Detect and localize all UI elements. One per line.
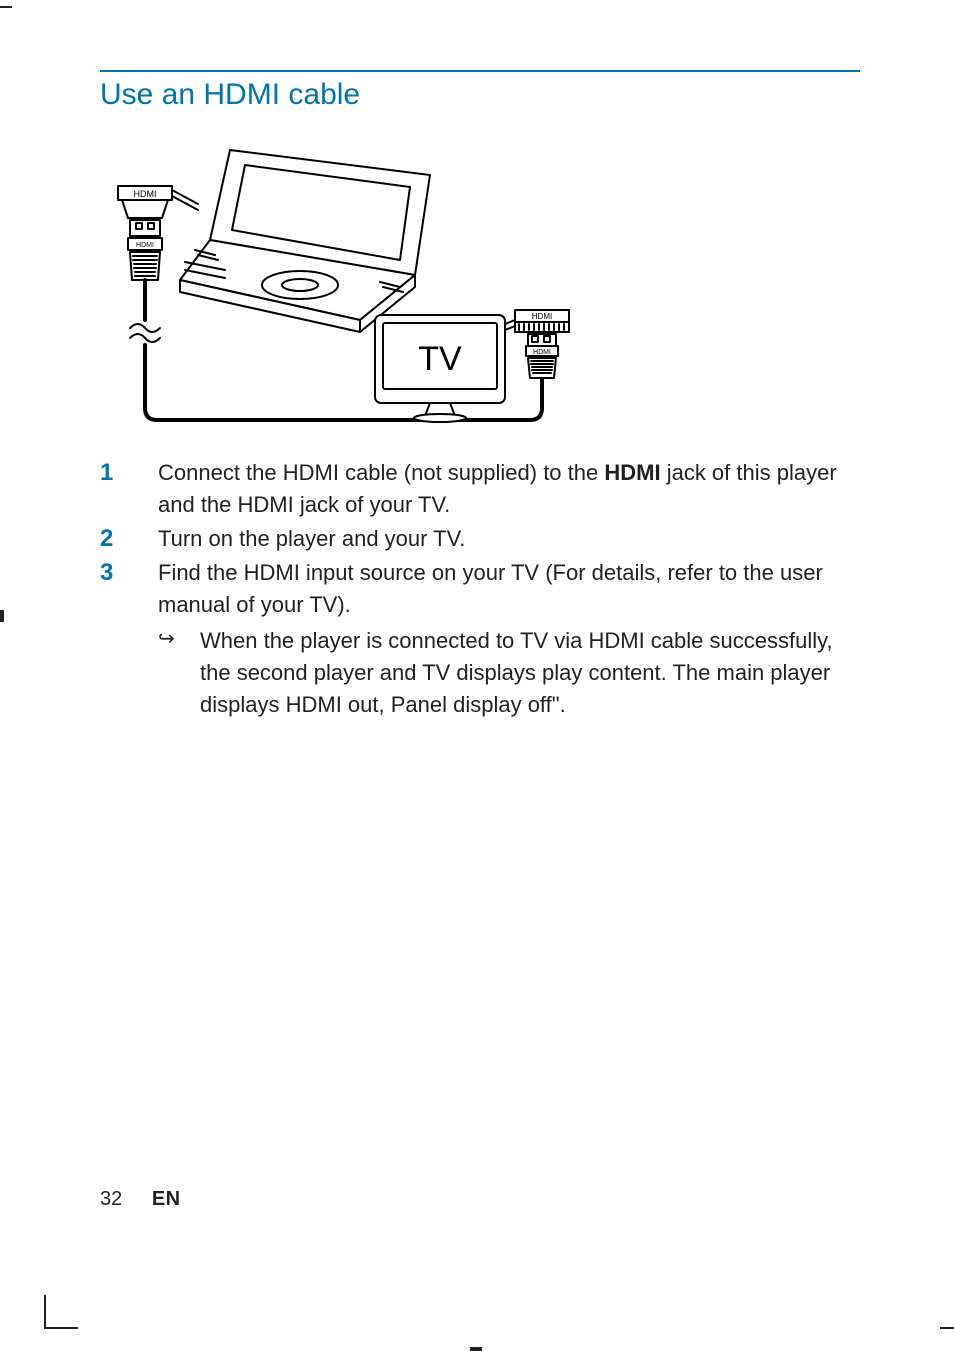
hdmi-connector-tv: HDMI HDMI <box>505 310 569 378</box>
step-text: Turn on the player and your TV. <box>158 523 860 555</box>
section-rule <box>100 70 860 72</box>
step-number: 1 <box>100 457 158 521</box>
crop-mark <box>0 610 4 622</box>
connection-diagram: HDMI HDMI <box>100 120 860 435</box>
cable-break-icon <box>130 324 160 342</box>
page-footer: 32 EN <box>100 1188 181 1211</box>
crop-mark <box>44 1327 78 1329</box>
step-text: Connect the HDMI cable (not supplied) to… <box>158 457 860 521</box>
hdmi-diagram-svg: HDMI HDMI <box>100 120 600 430</box>
instruction-step: 1Connect the HDMI cable (not supplied) t… <box>100 457 860 521</box>
bold-text: HDMI <box>604 460 660 485</box>
crop-mark <box>44 1295 46 1329</box>
step-body: Find the HDMI input source on your TV (F… <box>158 557 860 720</box>
section-heading: Use an HDMI cable <box>100 78 860 112</box>
result-arrow-icon: ↪ <box>158 625 200 721</box>
step-number: 2 <box>100 523 158 555</box>
instruction-step: 2Turn on the player and your TV. <box>100 523 860 555</box>
text: Find the HDMI input source on your TV (F… <box>158 560 823 617</box>
svg-text:HDMI: HDMI <box>136 242 154 249</box>
step-text: Find the HDMI input source on your TV (F… <box>158 557 860 621</box>
svg-text:HDMI: HDMI <box>532 312 552 321</box>
step-result: ↪When the player is connected to TV via … <box>158 625 860 721</box>
result-text: When the player is connected to TV via H… <box>200 625 860 721</box>
language-code: EN <box>152 1188 181 1210</box>
crop-mark <box>0 6 12 8</box>
crop-mark <box>940 1327 954 1329</box>
page-number: 32 <box>100 1188 122 1210</box>
text: Turn on the player and your TV. <box>158 526 465 551</box>
hdmi-connector-player: HDMI HDMI <box>118 186 198 280</box>
instruction-list: 1Connect the HDMI cable (not supplied) t… <box>100 457 860 721</box>
step-body: Connect the HDMI cable (not supplied) to… <box>158 457 860 521</box>
step-body: Turn on the player and your TV. <box>158 523 860 555</box>
svg-text:HDMI: HDMI <box>533 349 551 356</box>
player-device <box>180 150 430 332</box>
svg-text:TV: TV <box>418 340 462 378</box>
step-number: 3 <box>100 557 158 720</box>
svg-text:HDMI: HDMI <box>134 189 157 199</box>
tv-device: TV <box>375 315 505 422</box>
text: Connect the HDMI cable (not supplied) to… <box>158 460 604 485</box>
page-content: Use an HDMI cable <box>100 70 860 723</box>
instruction-step: 3Find the HDMI input source on your TV (… <box>100 557 860 720</box>
crop-mark <box>470 1347 482 1351</box>
